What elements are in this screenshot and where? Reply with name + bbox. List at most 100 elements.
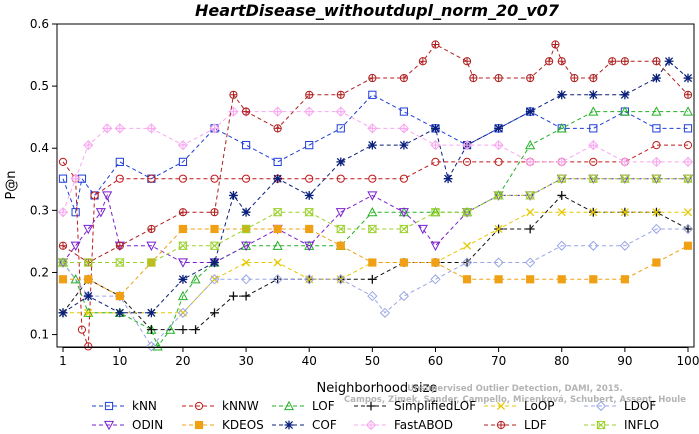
data-point-cof xyxy=(178,274,188,284)
series-line-knn xyxy=(62,94,688,215)
legend-marker-knnw xyxy=(194,401,204,411)
data-point-lof xyxy=(619,106,630,116)
data-point-loop xyxy=(589,208,598,217)
y-tick-label: 0.1 xyxy=(30,328,49,342)
data-point-inflo xyxy=(399,224,409,234)
y-axis-label: P@n xyxy=(4,170,19,199)
data-point-cof xyxy=(588,90,598,100)
legend-label-lof: LOF xyxy=(312,399,335,413)
data-point-simplifiedlof xyxy=(367,274,377,284)
data-point-knnw xyxy=(683,141,693,150)
data-point-inflo xyxy=(651,174,662,183)
data-point-odin xyxy=(367,191,378,201)
x-axis-label: Neighborhood size xyxy=(317,381,438,396)
x-axis: 1 10 20 30 40 50 60 70 80 90 100 xyxy=(59,347,699,368)
data-point-ldof xyxy=(146,341,157,352)
data-point-ldf xyxy=(241,107,251,116)
data-point-knnw xyxy=(431,157,440,166)
watermark-line-1: Campos, Zimek, Sander, Campello, Micenko… xyxy=(344,395,686,405)
data-point-fastabod xyxy=(398,123,410,134)
data-point-fastabod xyxy=(556,156,567,168)
legend-label-ldf: LDF xyxy=(524,418,547,432)
data-point-fastabod xyxy=(209,123,220,134)
y-axis: 0.1 0.2 0.3 0.4 0.5 0.6 xyxy=(30,17,57,342)
data-point-ldf xyxy=(608,57,617,66)
data-point-ldf xyxy=(526,73,535,83)
series-line-inflo xyxy=(63,178,688,263)
data-point-lof xyxy=(177,290,188,301)
data-point-fastabod xyxy=(335,106,346,117)
data-point-fastabod xyxy=(272,106,283,117)
data-point-ldof xyxy=(272,274,283,285)
data-point-knnw xyxy=(368,174,377,183)
data-point-kdeos xyxy=(399,258,409,267)
series-cof xyxy=(58,56,693,318)
series-line-odin xyxy=(62,178,688,263)
data-point-lof xyxy=(525,139,536,150)
legend-marker-ldof xyxy=(595,400,607,412)
data-point-inflo xyxy=(58,258,68,267)
data-point-cof xyxy=(273,174,283,184)
data-point-ldf xyxy=(462,57,472,66)
data-point-cof xyxy=(664,56,674,66)
data-point-knn xyxy=(71,208,80,217)
data-point-loop xyxy=(683,208,693,217)
series-line-ldof xyxy=(62,228,688,348)
data-point-fastabod xyxy=(57,207,69,218)
x-tick-label: 70 xyxy=(491,354,506,368)
data-point-odin xyxy=(70,241,81,252)
data-point-simplifiedlof xyxy=(557,191,567,200)
data-point-fastabod xyxy=(114,123,125,134)
data-point-ldof xyxy=(240,274,252,285)
data-point-cof xyxy=(557,90,567,100)
data-point-kdeos xyxy=(494,275,503,284)
legend-marker-kdeos xyxy=(194,420,204,430)
data-point-ldof xyxy=(209,274,220,285)
data-point-ldf xyxy=(570,73,579,83)
data-point-ldf xyxy=(58,241,68,250)
data-point-loop xyxy=(273,258,282,267)
data-point-fastabod xyxy=(461,140,473,151)
series-line-cof xyxy=(62,60,689,314)
data-point-knnw xyxy=(58,157,68,166)
data-point-odin xyxy=(146,241,157,252)
legend-marker-loop xyxy=(496,401,506,411)
data-point-knnw xyxy=(652,141,661,150)
legend-item-kdeos: KDEOS xyxy=(182,418,264,432)
data-point-ldf xyxy=(210,208,219,217)
legend-item-odin: ODIN xyxy=(92,418,163,432)
data-point-odin xyxy=(335,208,346,218)
data-point-cof xyxy=(367,140,377,150)
data-point-ldf xyxy=(589,73,598,83)
data-point-ldf xyxy=(551,40,560,49)
data-point-odin xyxy=(177,258,188,268)
data-point-ldf xyxy=(399,73,409,83)
data-point-inflo xyxy=(620,174,630,183)
data-point-ldof xyxy=(379,307,391,318)
data-point-inflo xyxy=(683,174,693,183)
data-point-kdeos xyxy=(652,258,661,267)
legend-item-knn: kNN xyxy=(92,399,157,413)
data-point-ldf xyxy=(683,90,693,99)
legend-marker-cof xyxy=(284,420,294,430)
data-point-inflo xyxy=(83,258,94,267)
data-point-kdeos xyxy=(84,275,93,284)
data-point-knnw xyxy=(178,174,188,183)
legend: kNN kNNW LOF SimplifiedLOF LoOP LDOF ODIN KDEOS… xyxy=(92,399,659,432)
data-point-ldf xyxy=(431,40,440,49)
data-point-fastabod xyxy=(70,173,81,184)
data-point-cof xyxy=(146,308,156,318)
data-point-ldf xyxy=(545,57,554,66)
data-point-cof xyxy=(229,191,238,200)
series-knn xyxy=(58,90,693,217)
data-point-kdeos xyxy=(683,241,693,250)
data-point-fastabod xyxy=(588,140,599,151)
series-odin xyxy=(57,174,694,268)
legend-item-cof: COF xyxy=(272,418,337,432)
data-point-inflo xyxy=(304,208,315,217)
data-point-ldof xyxy=(588,240,599,251)
data-point-inflo xyxy=(241,224,251,234)
data-point-cof xyxy=(683,73,693,83)
y-tick-label: 0.6 xyxy=(30,17,49,31)
watermark-line-2: Unsupervised Outlier Detection, DAMI, 20… xyxy=(407,384,623,394)
